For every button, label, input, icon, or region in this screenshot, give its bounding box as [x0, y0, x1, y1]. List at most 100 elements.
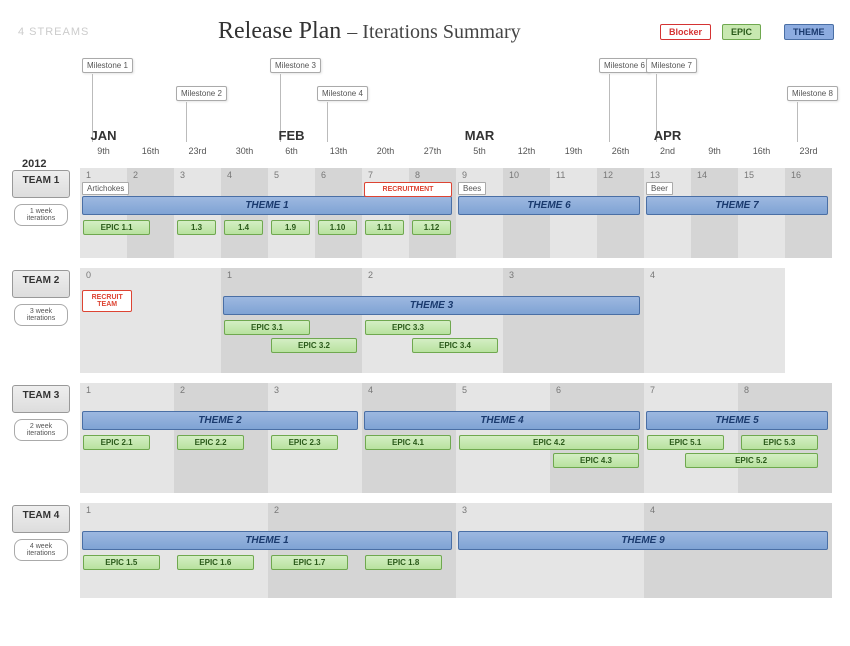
- sprint-number: 1: [223, 270, 364, 280]
- day-label: 12th: [503, 146, 550, 156]
- sprint-number: 7: [364, 170, 411, 180]
- day-label: 26th: [597, 146, 644, 156]
- epic-bar: EPIC 2.3: [271, 435, 338, 450]
- day-label: 13th: [315, 146, 362, 156]
- milestone-line: [186, 102, 187, 142]
- milestone: Milestone 2: [176, 86, 227, 101]
- grid-cell: [80, 268, 221, 373]
- sprint-number: 13: [646, 170, 693, 180]
- milestone: Milestone 3: [270, 58, 321, 73]
- grid-cell: [80, 503, 268, 598]
- epic-bar: EPIC 3.4: [412, 338, 498, 353]
- iteration-label: 1 week iterations: [14, 204, 68, 226]
- milestone: Milestone 8: [787, 86, 838, 101]
- grid-cell: [644, 503, 832, 598]
- epic-bar: EPIC 3.2: [271, 338, 357, 353]
- epic-bar: 1.12: [412, 220, 451, 235]
- day-label: 23rd: [174, 146, 221, 156]
- sprint-number: 12: [599, 170, 646, 180]
- day-label: 5th: [456, 146, 503, 156]
- note: Bees: [458, 182, 486, 195]
- streams-label: 4 STREAMS: [18, 26, 89, 38]
- sprint-number: 1: [82, 505, 270, 515]
- day-label: 20th: [362, 146, 409, 156]
- grid-cell: [268, 503, 456, 598]
- legend-theme: THEME: [784, 24, 834, 40]
- day-label: 16th: [738, 146, 785, 156]
- sprint-number: 2: [270, 505, 458, 515]
- sprint-number: 1: [82, 385, 176, 395]
- team-label: TEAM 3: [12, 385, 70, 413]
- sprint-number: 11: [552, 170, 599, 180]
- epic-bar: EPIC 5.2: [685, 453, 818, 468]
- sprint-number: 3: [176, 170, 223, 180]
- iteration-label: 2 week iterations: [14, 419, 68, 441]
- theme-bar: THEME 1: [82, 531, 452, 550]
- sprint-number: 15: [740, 170, 787, 180]
- epic-bar: EPIC 3.3: [365, 320, 451, 335]
- sprint-number: 2: [129, 170, 176, 180]
- note: Beer: [646, 182, 673, 195]
- sprint-number: 8: [411, 170, 458, 180]
- theme-bar: THEME 7: [646, 196, 828, 215]
- epic-bar: 1.4: [224, 220, 263, 235]
- note: Artichokes: [82, 182, 129, 195]
- epic-bar: EPIC 2.1: [83, 435, 150, 450]
- sprint-number: 6: [552, 385, 646, 395]
- theme-bar: THEME 1: [82, 196, 452, 215]
- day-label: 6th: [268, 146, 315, 156]
- grid-cell: [456, 503, 644, 598]
- sprint-number: 4: [364, 385, 458, 395]
- day-label: 27th: [409, 146, 456, 156]
- day-label: 23rd: [785, 146, 832, 156]
- sprint-number: 2: [176, 385, 270, 395]
- milestone: Milestone 4: [317, 86, 368, 101]
- theme-bar: THEME 2: [82, 411, 358, 430]
- epic-bar: EPIC 4.3: [553, 453, 639, 468]
- month-label: FEB: [268, 128, 315, 143]
- day-label: 9th: [80, 146, 127, 156]
- epic-bar: EPIC 1.1: [83, 220, 150, 235]
- day-label: 16th: [127, 146, 174, 156]
- milestone-line: [609, 74, 610, 142]
- iteration-label: 4 week iterations: [14, 539, 68, 561]
- day-label: 30th: [221, 146, 268, 156]
- theme-bar: THEME 9: [458, 531, 828, 550]
- sprint-number: 1: [82, 170, 129, 180]
- day-label: 9th: [691, 146, 738, 156]
- sprint-number: 3: [505, 270, 646, 280]
- milestone: Milestone 6: [599, 58, 650, 73]
- sprint-number: 5: [458, 385, 552, 395]
- theme-bar: THEME 5: [646, 411, 828, 430]
- milestone: Milestone 1: [82, 58, 133, 73]
- month-label: APR: [644, 128, 691, 143]
- theme-bar: THEME 4: [364, 411, 640, 430]
- team-label: TEAM 2: [12, 270, 70, 298]
- theme-bar: THEME 3: [223, 296, 640, 315]
- milestone-line: [327, 102, 328, 142]
- epic-bar: 1.9: [271, 220, 310, 235]
- epic-bar: 1.3: [177, 220, 216, 235]
- epic-bar: EPIC 1.6: [177, 555, 254, 570]
- sprint-number: 8: [740, 385, 834, 395]
- sprint-number: 14: [693, 170, 740, 180]
- legend-blocker: Blocker: [660, 24, 711, 40]
- sprint-number: 5: [270, 170, 317, 180]
- sprint-number: 9: [458, 170, 505, 180]
- sprint-number: 3: [458, 505, 646, 515]
- sprint-number: 4: [646, 270, 787, 280]
- epic-bar: EPIC 4.1: [365, 435, 451, 450]
- day-label: 19th: [550, 146, 597, 156]
- epic-bar: EPIC 1.8: [365, 555, 442, 570]
- milestone: Milestone 7: [646, 58, 697, 73]
- sprint-number: 3: [270, 385, 364, 395]
- sprint-number: 6: [317, 170, 364, 180]
- page-title: Release Plan – Iterations Summary: [218, 18, 521, 45]
- epic-bar: EPIC 5.3: [741, 435, 818, 450]
- sprint-number: 0: [82, 270, 223, 280]
- sprint-number: 4: [646, 505, 834, 515]
- sprint-number: 7: [646, 385, 740, 395]
- epic-bar: EPIC 1.5: [83, 555, 160, 570]
- grid-cell: [503, 268, 644, 373]
- epic-bar: EPIC 4.2: [459, 435, 639, 450]
